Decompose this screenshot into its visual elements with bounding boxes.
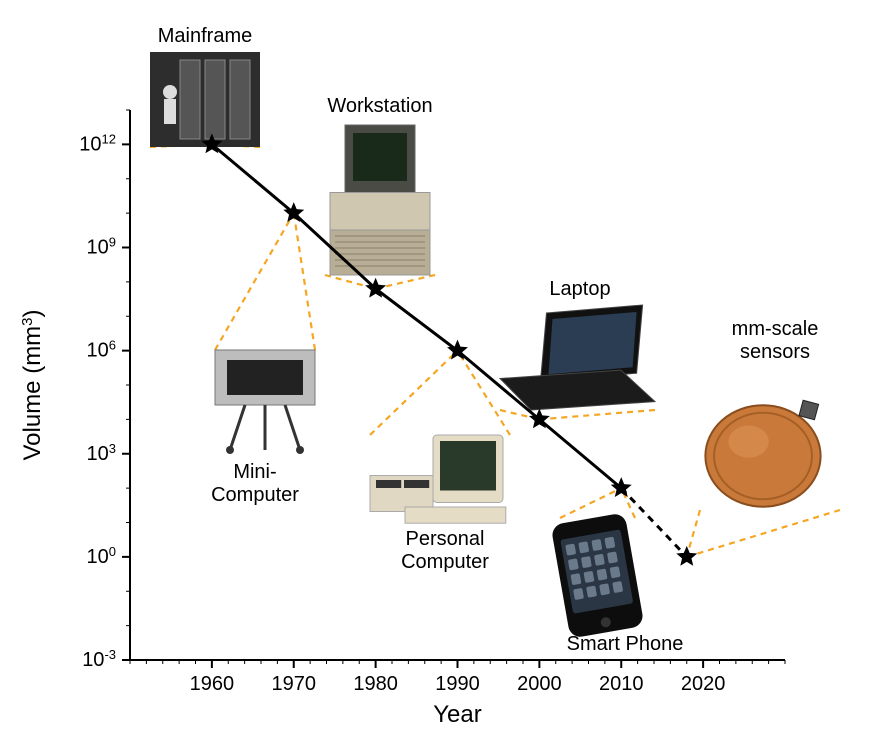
callout-line [560, 488, 621, 518]
callout-line [687, 510, 700, 557]
y-tick-label: 1012 [79, 131, 116, 156]
callout-line [539, 410, 655, 419]
thumbnail-mmscale [705, 400, 820, 506]
label-pc: PersonalComputer [401, 528, 489, 573]
callout-line [376, 275, 435, 289]
y-tick-label: 103 [87, 440, 116, 465]
thumbnail-workstation [330, 125, 430, 275]
x-tick-label: 1990 [435, 673, 480, 695]
x-tick-label: 1980 [353, 673, 398, 695]
y-tick-label: 10-3 [82, 647, 116, 672]
y-axis-label: Volume (mm3) [19, 309, 47, 460]
chart-svg: 1960 1970 1980 1990 2000 2010 2020 10-3 100 103 10… [0, 0, 870, 741]
y-tick-label: 100 [87, 543, 116, 568]
x-tick-label: 2000 [517, 673, 562, 695]
label-laptop: Laptop [549, 278, 610, 300]
x-tick-label: 2020 [681, 673, 726, 695]
x-tick-label: 1960 [190, 673, 235, 695]
callout-line [458, 351, 511, 435]
label-smartphone: Smart Phone [567, 633, 684, 655]
thumbnail-pc [370, 435, 506, 523]
x-axis-label: Year [433, 701, 482, 728]
callout-line [687, 510, 840, 557]
x-tick-label: 2010 [599, 673, 644, 695]
callout-line [294, 213, 315, 350]
callout-line [370, 351, 458, 435]
x-tick-label: 1970 [272, 673, 317, 695]
thumbnail-mainframe [150, 52, 260, 147]
thumbnail-minicomputer [215, 350, 315, 454]
thumbnail-smartphone [551, 512, 645, 638]
label-minicomputer: Mini-Computer [211, 461, 299, 506]
label-mmscale: mm-scalesensors [732, 318, 819, 363]
y-tick-label: 109 [87, 234, 116, 259]
trend-line-dashed [621, 488, 687, 557]
label-workstation: Workstation [327, 95, 432, 117]
label-mainframe: Mainframe [158, 25, 252, 47]
y-tick-label: 106 [87, 337, 116, 362]
volume-vs-year-chart: 1960 1970 1980 1990 2000 2010 2020 10-3 100 103 10… [0, 0, 870, 741]
thumbnail-laptop [500, 305, 655, 410]
callout-line [215, 213, 294, 350]
